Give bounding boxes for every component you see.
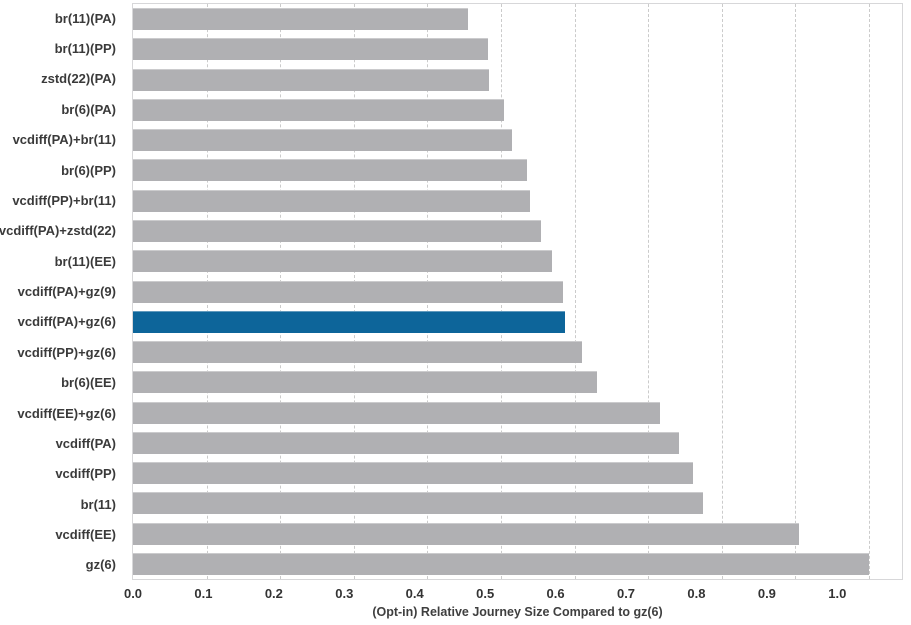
y-axis-label: vcdiff(PA)+gz(9) — [17, 284, 116, 300]
gridline-0.8 — [721, 4, 723, 579]
bar-row — [133, 428, 902, 458]
bar-row — [133, 4, 902, 34]
bar-vcdiff(PA)+gz(9) — [133, 280, 564, 303]
bar-vcdiff(PA) — [133, 431, 680, 454]
bar-br(6)(PP) — [133, 159, 527, 182]
x-tick-label: 0.3 — [335, 586, 354, 601]
bar-row — [133, 155, 902, 185]
bar-br(6)(EE) — [133, 371, 598, 394]
gridline-1.0 — [868, 4, 870, 579]
bar-row — [133, 65, 902, 95]
x-tick-label: 0.9 — [757, 586, 776, 601]
x-axis-ticks: 0.0 0.1 0.2 0.3 0.4 0.5 0.6 0.7 0.8 0.9 1.0 — [124, 586, 869, 602]
y-axis-label: vcdiff(PP)+br(11) — [12, 192, 116, 208]
y-axis-label: br(6)(PP) — [61, 162, 116, 178]
bar-row — [133, 246, 902, 276]
x-axis-title: (Opt-in) Relative Journey Size Compared … — [372, 605, 663, 619]
gridline-0.9 — [795, 4, 797, 579]
y-axis-labels: br(11)(PA) br(11)(PP) zstd(22)(PA) br(6)(PA… — [0, 3, 124, 580]
bar-row — [133, 367, 902, 397]
bar-row — [133, 307, 902, 337]
y-axis-label: vcdiff(EE)+gz(6) — [17, 405, 116, 421]
bar-vcdiff(PA)+zstd(22) — [133, 219, 542, 242]
y-axis-label: br(11)(PA) — [54, 10, 116, 26]
bar-vcdiff(PP)+gz(6) — [133, 341, 582, 364]
bar-row — [133, 276, 902, 306]
bar-row — [133, 488, 902, 518]
gridline-0.7 — [648, 4, 650, 579]
y-axis-label: br(6)(PA) — [61, 101, 116, 117]
bar-zstd(22)(PA) — [133, 68, 490, 91]
y-axis-label: vcdiff(PA)+gz(6) — [17, 314, 116, 330]
bar-br(11) — [133, 492, 703, 515]
y-axis-label: zstd(22)(PA) — [41, 71, 116, 87]
bar-vcdiff(EE)+gz(6) — [133, 401, 660, 424]
y-axis-label: vcdiff(EE) — [55, 527, 116, 543]
bar-vcdiff(PP) — [133, 462, 693, 485]
y-axis-label: br(11)(PP) — [54, 41, 116, 57]
bar-highlighted-vcdiff(PA)+gz(6) — [133, 310, 565, 333]
x-tick-label: 0.2 — [264, 586, 283, 601]
x-tick-label: 0.0 — [123, 586, 143, 601]
y-axis-label: br(11)(EE) — [54, 253, 116, 269]
y-axis-label: gz(6) — [85, 557, 116, 573]
bar-br(6)(PA) — [133, 98, 504, 121]
y-axis-label: br(11) — [80, 496, 116, 512]
x-tick-label: 0.6 — [546, 586, 565, 601]
x-tick-label: 0.5 — [476, 586, 495, 601]
bar-vcdiff(PP)+br(11) — [133, 189, 530, 212]
x-tick-label: 0.7 — [616, 586, 636, 601]
bar-br(11)(EE) — [133, 250, 553, 273]
y-axis-label: br(6)(EE) — [61, 375, 116, 391]
x-tick-label: 1.0 — [828, 586, 847, 601]
y-axis-label: vcdiff(PA) — [55, 435, 116, 451]
bar-row — [133, 186, 902, 216]
bar-row — [133, 216, 902, 246]
bar-vcdiff(EE) — [133, 522, 799, 545]
bar-br(11)(PP) — [133, 38, 489, 61]
bar-row — [133, 34, 902, 64]
x-tick-label: 0.4 — [405, 586, 424, 601]
y-axis-label: vcdiff(PA)+zstd(22) — [0, 223, 116, 239]
bar-row — [133, 519, 902, 549]
bar-row — [133, 125, 902, 155]
plot-area — [132, 3, 903, 580]
gridline-0.6 — [574, 4, 576, 579]
bar-row — [133, 397, 902, 427]
bar-rows — [133, 4, 902, 579]
bar-gz(6) — [133, 552, 869, 575]
bar-row — [133, 549, 902, 579]
bar-row — [133, 458, 902, 488]
bar-row — [133, 95, 902, 125]
bar-vcdiff(PA)+br(11) — [133, 129, 512, 152]
bar-br(11)(PA) — [133, 8, 468, 31]
y-axis-label: vcdiff(PP) — [55, 466, 116, 482]
y-axis-label: vcdiff(PP)+gz(6) — [17, 344, 116, 360]
bar-row — [133, 337, 902, 367]
x-tick-label: 0.1 — [194, 586, 213, 601]
y-axis-label: vcdiff(PA)+br(11) — [12, 132, 116, 148]
x-tick-label: 0.8 — [687, 586, 706, 601]
